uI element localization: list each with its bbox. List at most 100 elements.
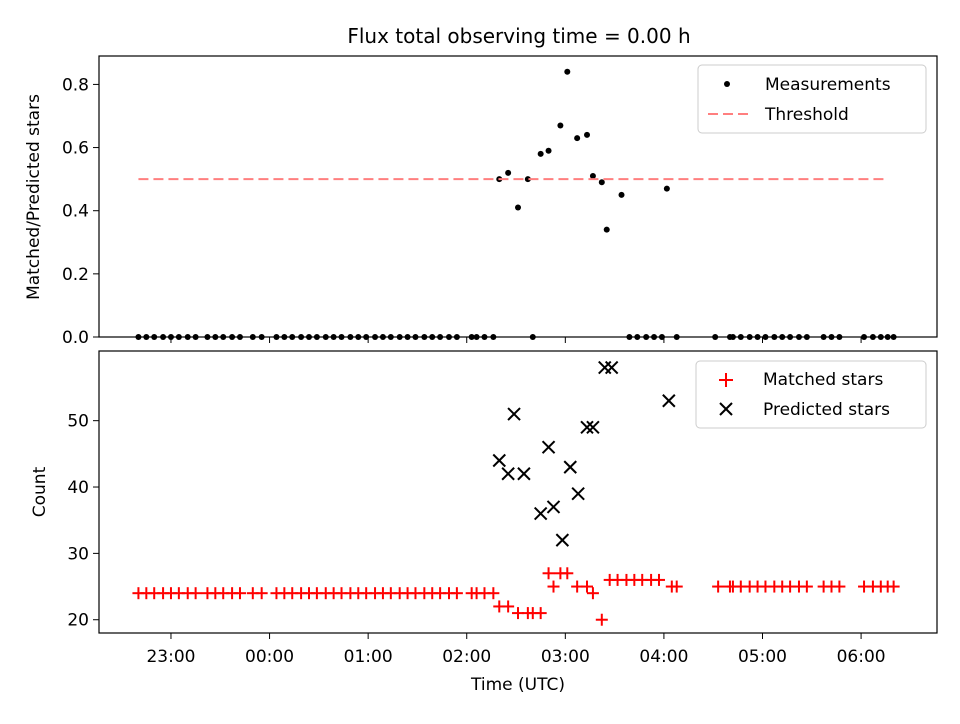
cross-stroke-b <box>492 453 506 468</box>
bottom-legend-box <box>695 360 927 429</box>
legend-threshold-label: Threshold <box>764 105 849 125</box>
cross-stroke-b <box>555 533 570 547</box>
predicted-star-point <box>586 420 600 435</box>
legend-predicted-label: Predicted stars <box>763 400 890 420</box>
top-plot-frame <box>98 55 938 338</box>
predicted-star-point <box>541 440 556 454</box>
matched-star-point <box>255 587 268 600</box>
predicted-star-point <box>492 453 506 468</box>
y-tick-label: 0.6 <box>62 139 89 159</box>
legend-matched-label: Matched stars <box>763 370 883 390</box>
bottom-legend: Matched stars Predicted stars <box>695 360 927 429</box>
y-tick-label: 30 <box>67 544 89 564</box>
legend-measurements-label: Measurements <box>765 75 891 95</box>
x-tick-label: 04:00 <box>639 647 688 667</box>
matched-star-point <box>800 580 813 593</box>
cross-stroke-b <box>501 467 515 481</box>
matched-stars-points <box>132 567 900 626</box>
matched-star-point <box>581 580 594 593</box>
y-tick-label: 20 <box>67 611 89 631</box>
y-tick-label: 50 <box>67 412 89 432</box>
x-tick-label: 02:00 <box>442 647 491 667</box>
bottom-y-ticks: 20 30 40 50 <box>67 412 99 631</box>
measurement-point <box>545 147 552 154</box>
cross-stroke-b <box>586 420 600 435</box>
bottom-panel-counts: 20 30 40 50 23:00 00:00 01:00 02:00 03:00 04:00 0… <box>30 350 938 695</box>
matched-star-point <box>502 600 515 613</box>
y-tick-label: 0.4 <box>62 202 89 222</box>
y-tick-label: 40 <box>67 478 89 498</box>
x-tick-label: 05:00 <box>738 647 787 667</box>
top-x-ticks <box>170 337 862 343</box>
predicted-stars-points <box>492 360 676 547</box>
predicted-star-point <box>662 394 676 408</box>
bottom-x-ticks: 23:00 00:00 01:00 02:00 03:00 04:00 05:00 06:00 <box>146 633 886 667</box>
predicted-star-point <box>563 460 577 474</box>
legend-measurements-marker <box>724 81 730 87</box>
predicted-star-point <box>533 506 548 521</box>
matched-star-point <box>833 580 846 593</box>
predicted-star-point <box>517 467 531 481</box>
measurement-point <box>515 204 521 211</box>
matched-star-point <box>887 580 900 593</box>
bottom-plot-frame <box>98 350 938 634</box>
measurement-point <box>505 169 512 176</box>
matched-star-point <box>233 587 246 600</box>
predicted-star-point <box>546 500 561 514</box>
matched-star-point <box>542 567 555 580</box>
y-tick-label: 0.8 <box>62 75 89 95</box>
matched-star-point <box>534 607 547 620</box>
x-axis-label: Time (UTC) <box>470 675 565 695</box>
x-tick-label: 01:00 <box>344 647 393 667</box>
x-tick-label: 03:00 <box>541 647 590 667</box>
top-y-ticks: 0.0 0.2 0.4 0.6 0.8 <box>62 75 99 348</box>
measurement-point <box>663 185 670 192</box>
cross-stroke-b <box>533 506 548 521</box>
top-y-axis-label: Matched/Predicted stars <box>24 94 44 300</box>
measurement-point <box>564 68 571 75</box>
matched-star-point <box>189 587 202 600</box>
measurement-point <box>603 226 610 233</box>
cross-stroke-b <box>546 500 561 514</box>
matched-star-point <box>450 587 463 600</box>
predicted-star-point <box>507 407 521 421</box>
measurement-point <box>557 122 564 129</box>
matched-star-point <box>652 573 665 586</box>
predicted-star-point <box>571 486 585 501</box>
measurement-point <box>618 191 625 198</box>
cross-stroke-b <box>580 420 594 435</box>
matched-star-point <box>595 613 608 626</box>
cross-stroke-b <box>571 486 585 501</box>
y-tick-label: 0.0 <box>62 328 89 348</box>
measurement-point <box>589 172 596 179</box>
measurement-point <box>598 179 605 186</box>
cross-stroke-b <box>662 394 676 408</box>
matched-star-point <box>712 580 725 593</box>
bottom-y-axis-label: Count <box>30 466 50 517</box>
cross-stroke-b <box>563 460 577 474</box>
matched-star-point <box>487 587 500 600</box>
predicted-star-point <box>501 467 515 481</box>
predicted-star-point <box>604 360 619 375</box>
x-tick-label: 00:00 <box>245 647 294 667</box>
x-tick-label: 06:00 <box>837 647 886 667</box>
cross-stroke-b <box>517 467 531 481</box>
top-legend: Measurements Threshold <box>697 64 927 134</box>
measurement-point <box>524 176 531 183</box>
cross-stroke-b <box>604 360 619 375</box>
cross-stroke-b <box>507 407 521 421</box>
matched-star-point <box>670 580 683 593</box>
predicted-star-point <box>580 420 594 435</box>
measurement-point <box>537 150 544 157</box>
top-legend-box <box>697 64 927 134</box>
legend-predicted-marker <box>719 402 733 416</box>
matched-star-point <box>547 580 560 593</box>
x-tick-label: 23:00 <box>146 647 195 667</box>
top-panel-measurements: 0.00.20.40.60.8 Matched/Predicted stars … <box>24 55 938 348</box>
legend-matched-marker <box>719 373 733 387</box>
cross-stroke-b <box>541 440 556 454</box>
predicted-star-point <box>555 533 570 547</box>
matched-star-point <box>586 587 599 600</box>
matched-star-point <box>561 567 574 580</box>
